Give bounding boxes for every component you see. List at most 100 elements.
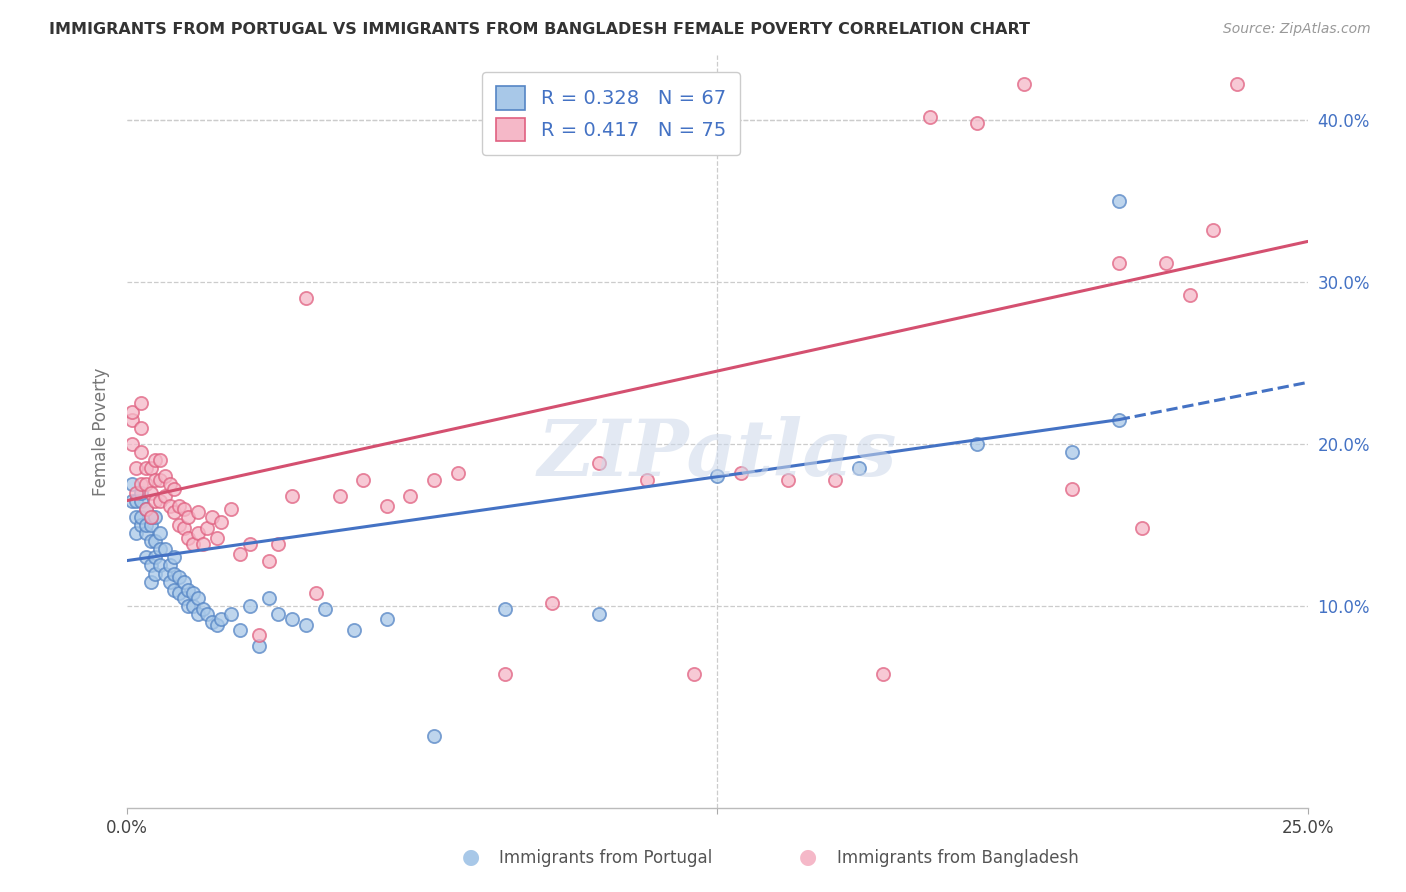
Point bbox=[143, 453, 166, 467]
Point bbox=[139, 558, 162, 573]
Point bbox=[149, 453, 172, 467]
Point bbox=[211, 612, 233, 626]
Point bbox=[153, 469, 176, 483]
Point bbox=[139, 509, 162, 524]
Point bbox=[129, 396, 152, 410]
Point bbox=[135, 526, 157, 541]
Point bbox=[125, 485, 148, 500]
Point bbox=[247, 640, 270, 654]
Point bbox=[135, 550, 157, 565]
Point bbox=[135, 477, 157, 491]
Point bbox=[177, 509, 200, 524]
Point bbox=[1178, 288, 1201, 302]
Point bbox=[125, 509, 148, 524]
Point bbox=[195, 607, 218, 621]
Point bbox=[1132, 521, 1154, 535]
Point bbox=[173, 591, 195, 605]
Point bbox=[343, 624, 366, 638]
Point bbox=[163, 582, 186, 597]
Point bbox=[257, 591, 280, 605]
Point bbox=[848, 461, 870, 475]
Point bbox=[125, 493, 148, 508]
Point bbox=[173, 501, 195, 516]
Point bbox=[239, 537, 262, 551]
Point bbox=[153, 566, 176, 581]
Point bbox=[918, 110, 941, 124]
Point bbox=[149, 558, 172, 573]
Point bbox=[541, 596, 564, 610]
Point bbox=[177, 599, 200, 613]
Point bbox=[588, 456, 610, 470]
Point bbox=[314, 602, 336, 616]
Point bbox=[187, 505, 209, 519]
Point bbox=[159, 574, 181, 589]
Point bbox=[682, 667, 704, 681]
Point bbox=[167, 518, 190, 533]
Point bbox=[167, 570, 190, 584]
Point bbox=[135, 461, 157, 475]
Point bbox=[181, 599, 204, 613]
Point bbox=[375, 612, 398, 626]
Point bbox=[139, 534, 162, 549]
Point bbox=[135, 501, 157, 516]
Point bbox=[149, 473, 172, 487]
Text: ZIPatlas: ZIPatlas bbox=[537, 417, 897, 492]
Point bbox=[163, 483, 186, 497]
Point bbox=[135, 501, 157, 516]
Point bbox=[588, 607, 610, 621]
Point bbox=[139, 574, 162, 589]
Point bbox=[494, 602, 516, 616]
Point bbox=[872, 667, 894, 681]
Point bbox=[159, 558, 181, 573]
Point bbox=[177, 531, 200, 545]
Point bbox=[167, 499, 190, 513]
Y-axis label: Female Poverty: Female Poverty bbox=[93, 368, 110, 496]
Point bbox=[143, 473, 166, 487]
Point bbox=[121, 477, 143, 491]
Point bbox=[281, 489, 304, 503]
Text: Immigrants from Bangladesh: Immigrants from Bangladesh bbox=[837, 849, 1078, 867]
Point bbox=[129, 493, 152, 508]
Point bbox=[219, 607, 242, 621]
Point bbox=[167, 586, 190, 600]
Point bbox=[173, 521, 195, 535]
Point bbox=[139, 461, 162, 475]
Point bbox=[149, 542, 172, 557]
Point bbox=[205, 618, 228, 632]
Point bbox=[121, 412, 143, 426]
Point bbox=[966, 437, 988, 451]
Point bbox=[187, 526, 209, 541]
Point bbox=[1154, 255, 1177, 269]
Point bbox=[163, 566, 186, 581]
Point bbox=[143, 534, 166, 549]
Point bbox=[163, 550, 186, 565]
Point bbox=[239, 599, 262, 613]
Point bbox=[129, 445, 152, 459]
Point bbox=[187, 591, 209, 605]
Point bbox=[177, 582, 200, 597]
Point bbox=[195, 521, 218, 535]
Point bbox=[201, 615, 224, 629]
Point bbox=[257, 553, 280, 567]
Point bbox=[267, 537, 290, 551]
Point bbox=[129, 485, 152, 500]
Point bbox=[778, 473, 800, 487]
Point bbox=[201, 509, 224, 524]
Point bbox=[423, 729, 446, 743]
Point bbox=[149, 526, 172, 541]
Text: Source: ZipAtlas.com: Source: ZipAtlas.com bbox=[1223, 22, 1371, 37]
Point bbox=[173, 574, 195, 589]
Point bbox=[824, 473, 846, 487]
Point bbox=[636, 473, 658, 487]
Point bbox=[375, 499, 398, 513]
Point bbox=[1060, 445, 1083, 459]
Point bbox=[181, 586, 204, 600]
Point bbox=[143, 509, 166, 524]
Point bbox=[139, 509, 162, 524]
Text: Immigrants from Portugal: Immigrants from Portugal bbox=[499, 849, 713, 867]
Point bbox=[328, 489, 350, 503]
Point bbox=[229, 547, 252, 561]
Point bbox=[1060, 483, 1083, 497]
Point bbox=[1108, 194, 1130, 208]
Point bbox=[295, 618, 318, 632]
